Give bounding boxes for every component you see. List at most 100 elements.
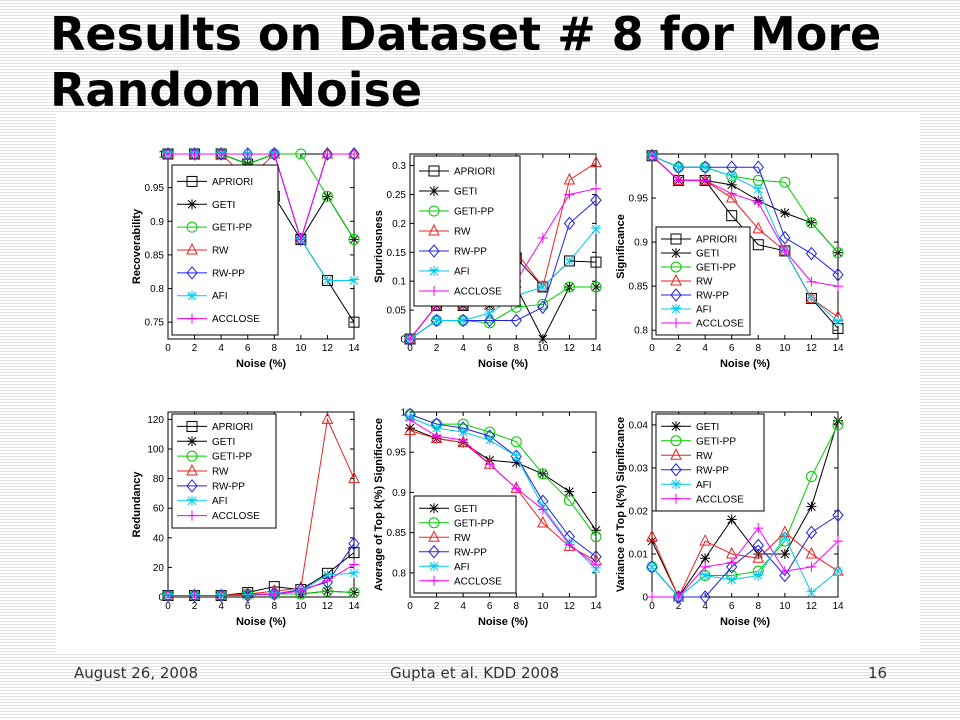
chart-3-xtick-label: 10 [779,343,791,354]
chart-5-series-acclose-point [564,539,575,550]
chart-4-series-rw-pp-point [215,588,227,603]
chart-5-series-acclose-point [537,504,548,515]
chart-2-series-rw-pp-point [563,216,576,231]
chart-5-xtick-label: 4 [460,601,466,612]
chart-6-legend-rw-marker [670,448,682,460]
chart-5-ytick-label: 1 [400,408,406,419]
chart-6-series-afi-point [647,561,657,572]
chart-6-legend-rw-label: RW [696,451,713,462]
chart-1-series-acclose-point [189,149,200,159]
chart-1-ytick-label: 0.95 [145,183,165,194]
chart-3-legend: APRIORI GETI GETI-PP RW RW-PP AFI ACCLOSE [655,226,751,336]
chart-3-series-afi-point [673,162,684,173]
chart-2-ytick-label: 0.2 [392,219,406,230]
chart-1-xaxis-label: Noise (%) [236,358,286,370]
chart-4-legend-rw-pp-label: RW-PP [212,481,245,492]
chart-5-series-geti-pp-point [510,436,522,448]
chart-4-legend-afi-marker [187,495,197,506]
chart-2-series-afi-point [537,281,548,292]
chart-1-legend-apriori-label: APRIORI [212,177,253,188]
chart-2-series-rw-pp-point [590,193,602,208]
chart-2-series-acclose-point [564,189,575,200]
chart-3-xtick-label: 14 [832,343,844,354]
chart-2-legend-geti-pp-label: GETI-PP [454,207,494,218]
chart-6-series-acclose-point [806,561,817,572]
chart-4-legend-geti-marker [187,436,197,447]
chart-6-series-rw-point [805,546,818,559]
chart-6-series-afi-point [753,570,764,581]
chart-6-series-acclose-point [779,566,790,577]
chart-2-series-rw-pp-point [537,300,549,314]
chart-4-series-acclose-point [322,575,333,586]
chart-4-series-afi-point [349,568,359,579]
chart-1-legend-geti-marker [187,199,197,210]
chart-6-legend-acclose-label: ACCLOSE [696,494,744,505]
chart-2-legend-afi-label: AFI [454,267,470,278]
slide-title-line-2: Random Noise [50,63,423,117]
chart-5-series-acclose-point [405,415,415,426]
chart-3-legend-acclose-marker [671,318,681,328]
chart-6-series-geti-point [833,415,843,426]
chart-2-series-apriori-point [590,256,602,268]
chart-6-series-afi [647,531,843,602]
chart-3-legend-box [655,226,751,336]
chart-5-legend-rw-marker [428,530,440,542]
chart-2-xtick-label: 0 [407,343,413,354]
chart-3-xtick-label: 0 [649,343,655,354]
chart-5-series-geti-point [564,486,575,497]
chart-6-series-afi-point [806,587,817,598]
chart-4-yaxis-label: Redundancy [131,471,143,538]
chart-2-series-rw-pp-point [457,313,469,328]
chart-1-series-acclose [163,149,359,245]
chart-6-ytick-label: 0 [642,593,648,604]
chart-2-xtick-label: 6 [487,343,493,354]
chart-3-legend-rw-pp-marker [670,288,682,302]
chart-6-series-acclose-point [700,561,711,572]
chart-3-series-acclose-point [806,276,817,287]
chart-5-legend-box [413,495,517,594]
chart-2-ytick-label: 0.3 [392,161,406,172]
chart-5-series-afi-point [431,423,442,434]
chart-5-series-acclose [405,415,601,570]
chart-3-series-geti-point [726,179,737,190]
chart-2-ytick-label: 0.25 [387,190,407,201]
chart-3-series-acclose-point [726,188,737,199]
chart-3-ytick-label: 0.8 [634,326,648,337]
chart-3-series-acclose-point [753,197,764,208]
chart-5-series-geti-pp-point [537,468,549,480]
chart-4-series-geti-pp-point [348,587,360,599]
chart-5-legend-afi-marker [429,561,439,572]
chart-3-series-rw-pp-point [832,267,844,282]
chart-4-xtick-label: 2 [192,601,198,612]
chart-4-legend-geti-pp-label: GETI-PP [212,452,252,463]
chart-2-series-rw-point [590,155,602,168]
chart-3-legend-afi-marker [671,304,681,314]
chart-1-xtick-label: 0 [165,343,171,354]
chart-3-yaxis-label: Significance [615,214,627,279]
chart-1-series-rw-pp-point [321,147,334,161]
chart-6-series-geti-point [779,548,790,559]
chart-6-legend-afi-marker [671,479,681,490]
chart-4-series-afi-point [322,569,333,580]
chart-6-series-acclose-point [753,523,764,534]
chart-3-series-geti-pp-point [779,176,791,188]
chart-6-series-afi-point [779,531,790,542]
chart-2-series-rw-pp-point [430,313,443,328]
chart-6-series-geti-point [806,501,817,512]
chart-3-series-geti-point [779,208,790,219]
chart-5-series-geti-point [405,423,415,434]
chart-5-series-acclose-point [431,431,442,442]
chart-4-series-rw-pp-point [162,588,174,603]
chart-2-legend-rw-pp-marker [428,244,440,258]
chart-1-yaxis-label: Recoverability [131,208,143,284]
chart-3-xtick-label: 12 [806,343,818,354]
chart-3-series-afi-point [806,293,817,304]
chart-3-series-rw-pp-point [699,160,711,174]
chart-3-series-acclose-point [700,175,711,186]
chart-3-series-afi-line [651,155,839,322]
chart-1-series-acclose-point [242,149,253,159]
chart-figure: 0 2 4 6 8 10 12 14 0.75 0.8 0.85 0.9 0.95 1 Noise (%) R… [56,112,920,652]
chart-5-series-acclose-point [591,559,601,570]
chart-6-series-rw-pp-point [726,560,738,574]
chart-1-xtick-label: 2 [192,343,198,354]
